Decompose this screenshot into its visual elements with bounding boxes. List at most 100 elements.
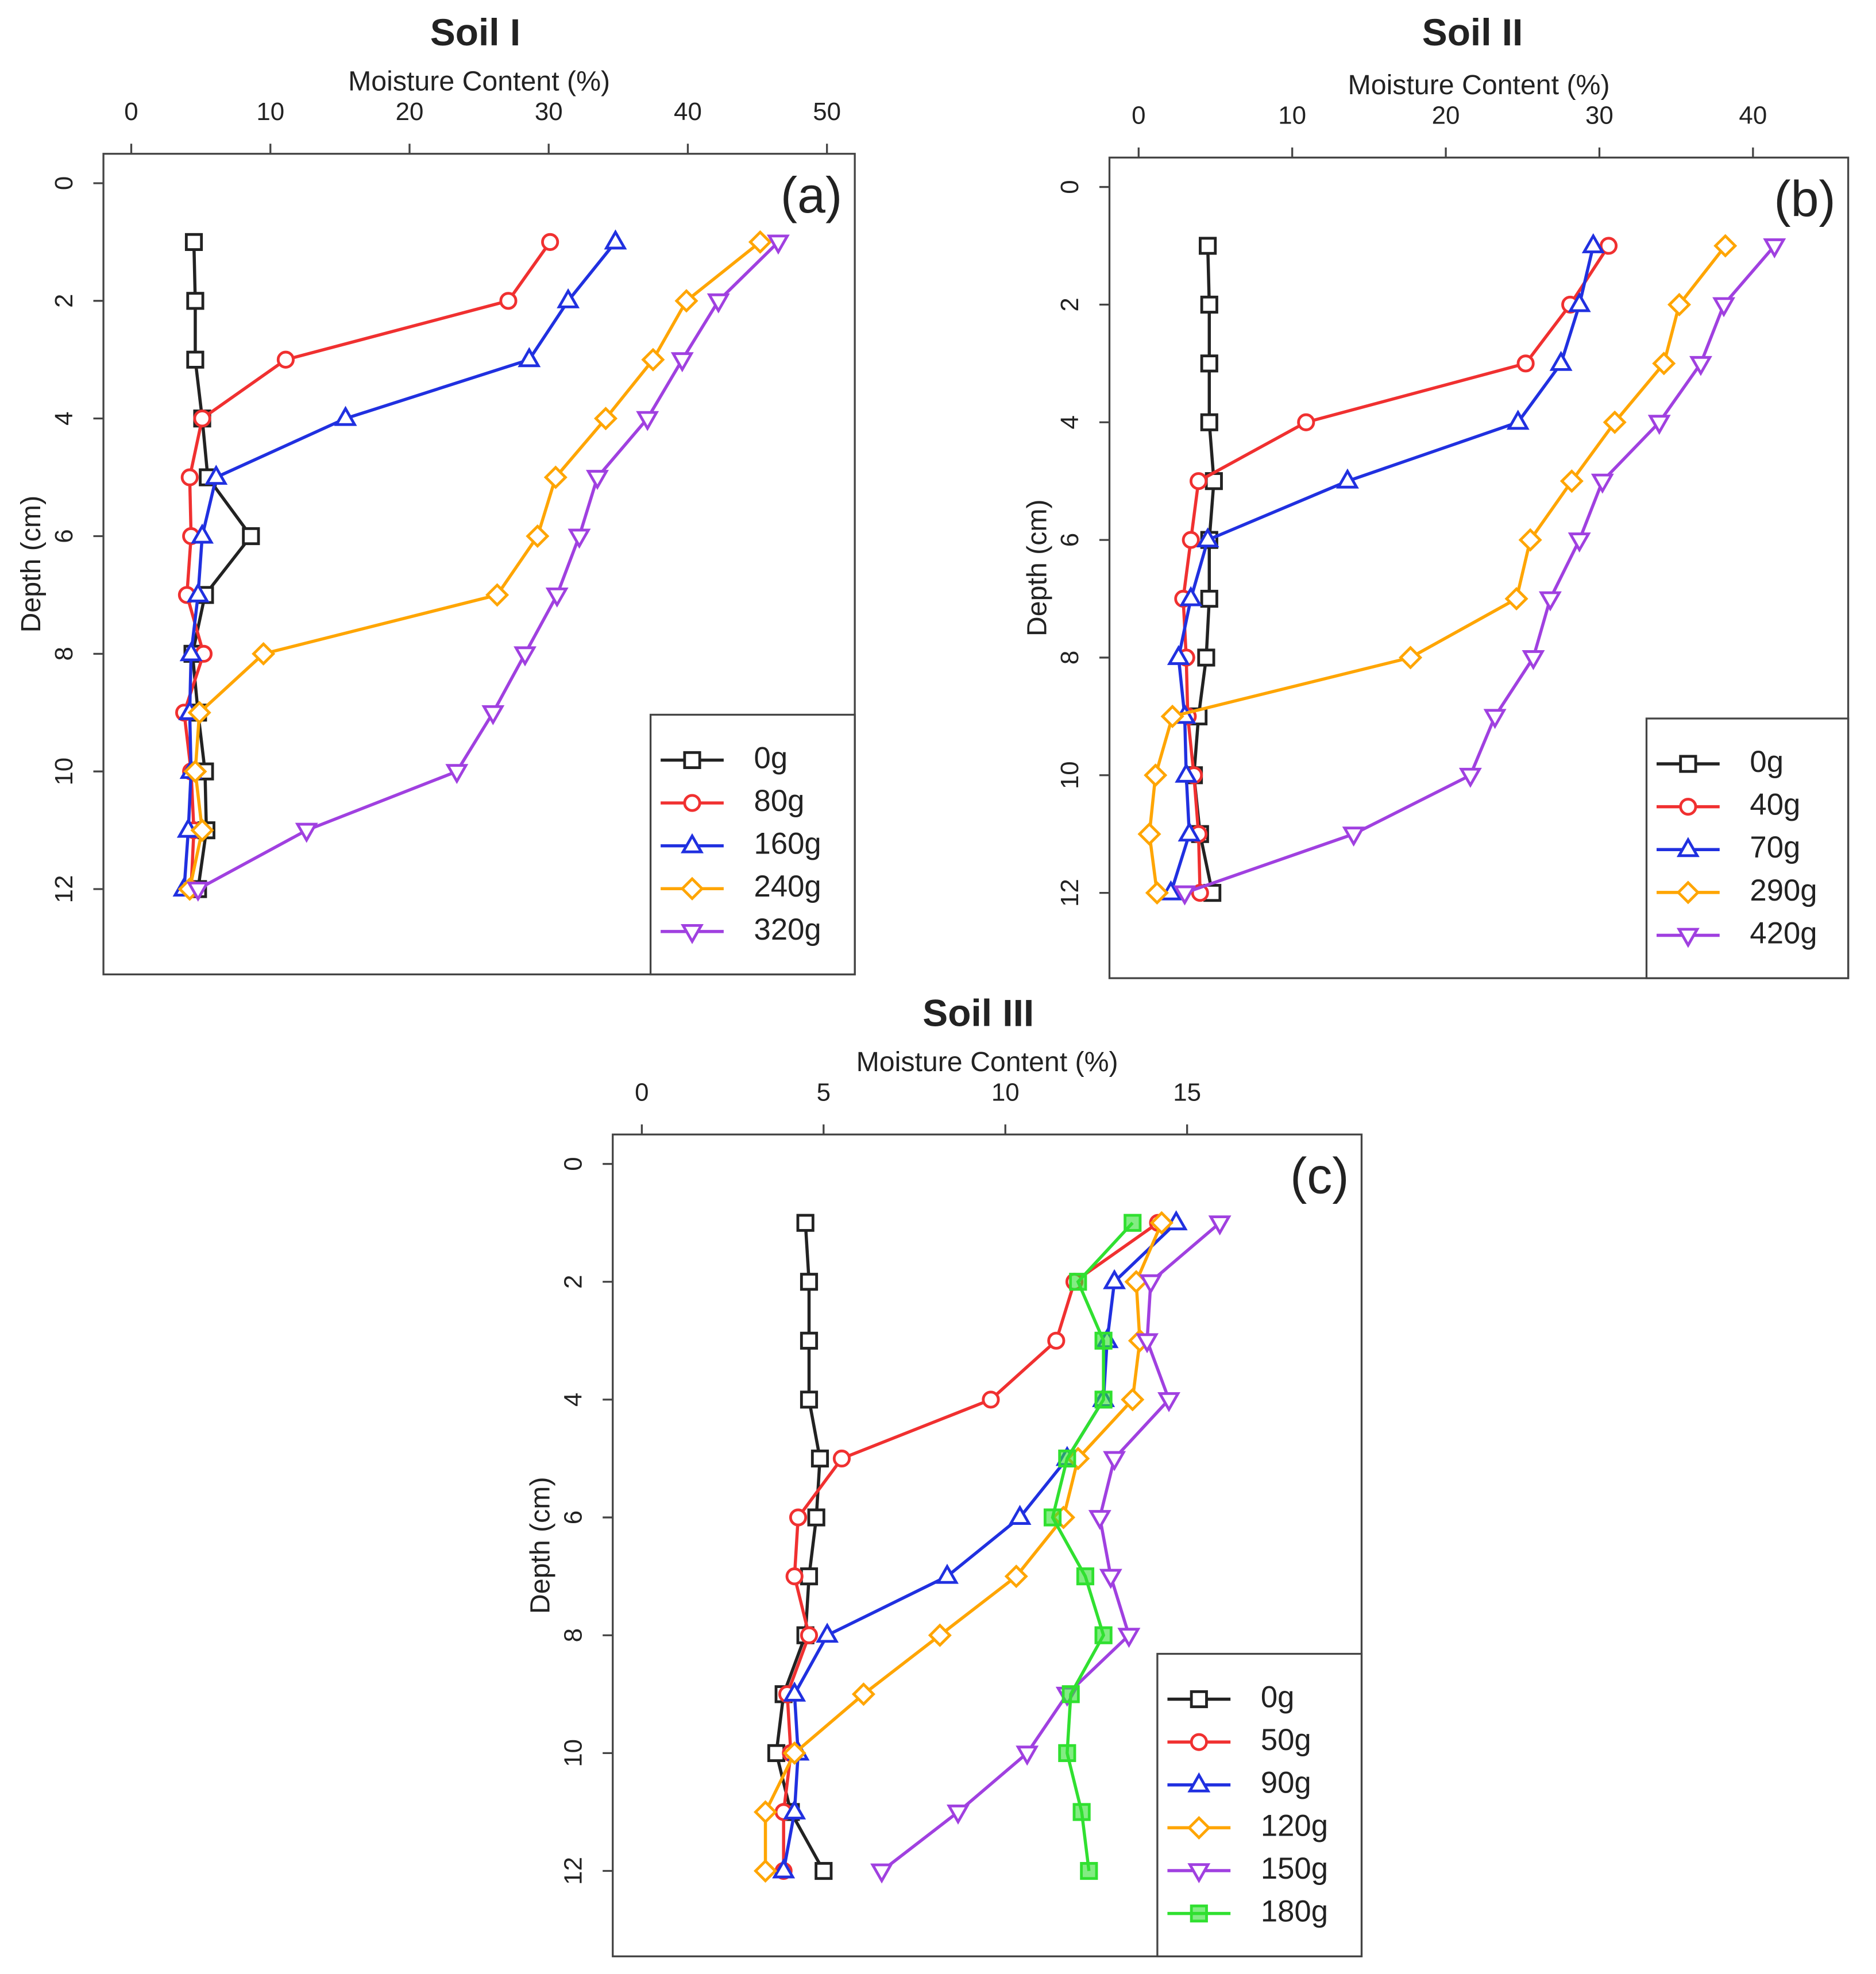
- x-tick-label: 20: [396, 98, 424, 126]
- marker: [1200, 295, 1218, 314]
- legend-label: 120g: [1261, 1809, 1328, 1842]
- y-tick-label: 10: [1056, 761, 1084, 789]
- y-tick-label: 2: [559, 1275, 588, 1289]
- marker: [1069, 1273, 1087, 1291]
- marker: [1506, 410, 1530, 430]
- series-line: [881, 1222, 1221, 1872]
- marker: [1058, 1449, 1076, 1468]
- marker: [295, 822, 318, 843]
- legend-label: 160g: [754, 827, 821, 861]
- series-line: [1182, 245, 1610, 893]
- y-tick-label: 10: [559, 1739, 588, 1767]
- marker: [1187, 1815, 1211, 1840]
- marker: [557, 288, 580, 308]
- marker: [1072, 1803, 1091, 1821]
- marker: [800, 1626, 819, 1644]
- marker: [1208, 1215, 1232, 1236]
- marker: [1117, 1628, 1141, 1648]
- marker: [186, 350, 204, 369]
- marker: [785, 1567, 804, 1586]
- marker: [1164, 1210, 1188, 1231]
- marker: [1043, 1508, 1062, 1527]
- marker: [1004, 1564, 1028, 1589]
- marker: [186, 882, 210, 902]
- legend-label: 320g: [754, 913, 821, 947]
- y-axis-label: Depth (cm): [1021, 499, 1052, 636]
- marker: [641, 347, 665, 372]
- marker: [1599, 237, 1618, 255]
- marker: [707, 293, 730, 314]
- x-axis-label: Moisture Content (%): [348, 66, 610, 97]
- marker: [748, 230, 772, 254]
- x-tick-label: 15: [1173, 1079, 1201, 1107]
- marker: [604, 229, 627, 250]
- marker: [1713, 234, 1738, 258]
- x-tick-label: 40: [1739, 102, 1767, 130]
- marker: [1652, 351, 1676, 376]
- legend-label: 90g: [1261, 1766, 1311, 1800]
- x-tick-label: 0: [124, 98, 138, 126]
- marker: [1189, 472, 1208, 490]
- legend-label: 0g: [1750, 745, 1784, 779]
- marker: [670, 352, 694, 373]
- marker: [1099, 1569, 1122, 1589]
- marker: [1179, 586, 1203, 607]
- y-tick-label: 4: [50, 411, 78, 425]
- marker: [683, 794, 701, 812]
- marker: [1581, 233, 1605, 253]
- marker: [1399, 646, 1423, 670]
- marker: [1047, 1331, 1066, 1350]
- series-line: [763, 1222, 1163, 1871]
- marker: [851, 1682, 875, 1706]
- marker: [1144, 763, 1168, 787]
- marker: [796, 1214, 815, 1232]
- marker: [1647, 415, 1671, 435]
- y-tick-label: 6: [559, 1511, 588, 1524]
- legend-label: 50g: [1261, 1723, 1311, 1757]
- marker: [514, 646, 537, 667]
- marker: [1124, 1214, 1142, 1232]
- marker: [1560, 469, 1584, 493]
- panel-label: (a): [781, 167, 842, 223]
- marker: [1522, 650, 1545, 670]
- marker: [1458, 767, 1482, 788]
- marker: [1058, 1744, 1076, 1762]
- series-line: [782, 1221, 1159, 1871]
- y-tick-label: 12: [50, 875, 78, 903]
- legend: 0g 80g 160g 240g 320g: [649, 713, 856, 976]
- series-line: [1148, 245, 1727, 893]
- x-tick-label: 50: [813, 98, 841, 126]
- chart-title: Soil III: [922, 991, 1034, 1034]
- marker: [1190, 1690, 1208, 1709]
- x-axis-label: Moisture Content (%): [856, 1046, 1118, 1077]
- marker: [1335, 468, 1359, 489]
- marker: [870, 1863, 894, 1884]
- legend-label: 0g: [754, 741, 788, 775]
- marker: [1549, 350, 1573, 371]
- marker: [594, 407, 618, 431]
- marker: [186, 292, 204, 310]
- marker: [783, 1799, 806, 1820]
- marker: [810, 1449, 829, 1468]
- series-line: [182, 241, 617, 890]
- marker: [1076, 1567, 1095, 1586]
- plot-frame: [612, 1133, 1363, 1957]
- marker: [982, 1390, 1000, 1409]
- plot-frame: [1108, 156, 1850, 979]
- y-tick-label: 10: [50, 758, 78, 786]
- marker: [1094, 1626, 1113, 1644]
- marker: [636, 411, 659, 431]
- marker: [1157, 1392, 1180, 1412]
- x-tick-label: 30: [535, 98, 563, 126]
- x-tick-label: 10: [256, 98, 284, 126]
- x-axis-label: Moisture Content (%): [1348, 69, 1610, 101]
- marker: [767, 1744, 786, 1762]
- y-tick-label: 4: [1056, 415, 1084, 429]
- marker: [499, 292, 518, 310]
- marker: [1200, 413, 1218, 431]
- marker: [1175, 762, 1198, 783]
- x-tick-label: 5: [817, 1079, 831, 1107]
- marker: [1121, 1388, 1145, 1412]
- legend: 0g 40g 70g 290g 420g: [1645, 717, 1850, 979]
